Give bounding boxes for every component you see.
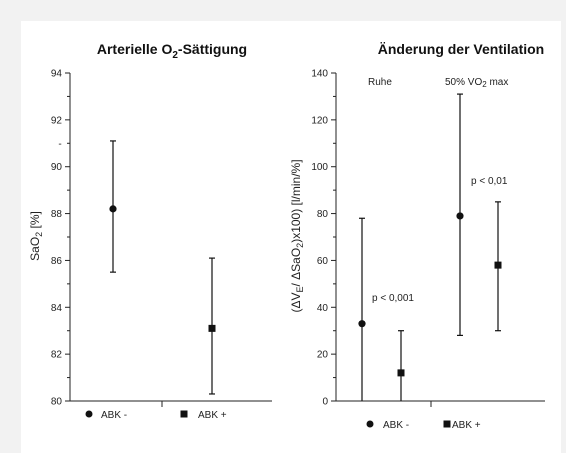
- data-point-square: [397, 369, 405, 377]
- y-tick-label: 80: [51, 397, 63, 408]
- chart-title: Arterielle O2-Sättigung: [97, 41, 247, 61]
- y-tick-label: 40: [317, 303, 329, 314]
- legend-marker-square: [180, 410, 188, 418]
- legend-marker-circle: [366, 420, 374, 428]
- figure-background: [21, 21, 561, 453]
- y-tick-label: 94: [51, 69, 63, 80]
- y-tick-label: 82: [51, 350, 63, 361]
- legend-label: ABK +: [198, 410, 227, 421]
- pvalue-50-vo2max: p < 0,01: [471, 176, 508, 187]
- legend-label: ABK -: [101, 410, 127, 421]
- title-part-2: -Sättigung: [178, 41, 247, 57]
- legend-label: ABK -: [383, 420, 409, 431]
- y-tick-label: 120: [311, 115, 328, 126]
- data-point-circle: [109, 205, 117, 213]
- data-point-circle: [358, 320, 366, 328]
- y-tick-label: 84: [51, 303, 63, 314]
- y-tick-label: 0: [322, 397, 328, 408]
- y-tick-label: 86: [51, 256, 63, 267]
- pvalue-rest: p < 0,001: [372, 293, 414, 304]
- data-point-square: [208, 324, 216, 332]
- y-tick-label: 100: [311, 162, 328, 173]
- y-tick-label: 80: [317, 209, 329, 220]
- y-axis-label: (ΔVE/ ΔSaO2)x100) [l/min/%]: [289, 159, 305, 312]
- y-axis-dash: -: [58, 139, 61, 150]
- chart-ventilation-change: Änderung der Ventilation (ΔVE/ ΔSaO2)x10…: [289, 41, 545, 431]
- y-tick-label: 92: [51, 115, 63, 126]
- chart-oxygen-saturation: Arterielle O2-Sättigung SaO2 [%] - 80 82 8…: [28, 41, 272, 421]
- data-point-square: [494, 261, 502, 269]
- group-label-rest: Ruhe: [368, 77, 392, 88]
- chart-title: Änderung der Ventilation: [378, 41, 544, 57]
- title-part-1: Arterielle O: [97, 41, 173, 57]
- y-tick-label: 140: [311, 69, 328, 80]
- title-subscript: 2: [172, 50, 178, 61]
- y-tick-label: 90: [51, 162, 63, 173]
- legend-marker-square: [443, 420, 451, 428]
- y-axis-label: SaO2 [%]: [28, 211, 44, 261]
- y-tick-label: 20: [317, 350, 329, 361]
- y-tick-label: 88: [51, 209, 63, 220]
- group-label-50-vo2max: 50% VO2 max: [445, 77, 508, 89]
- y-tick-label: 60: [317, 256, 329, 267]
- legend-marker-circle: [85, 410, 93, 418]
- legend-label: ABK +: [452, 420, 481, 431]
- data-point-circle: [456, 212, 464, 220]
